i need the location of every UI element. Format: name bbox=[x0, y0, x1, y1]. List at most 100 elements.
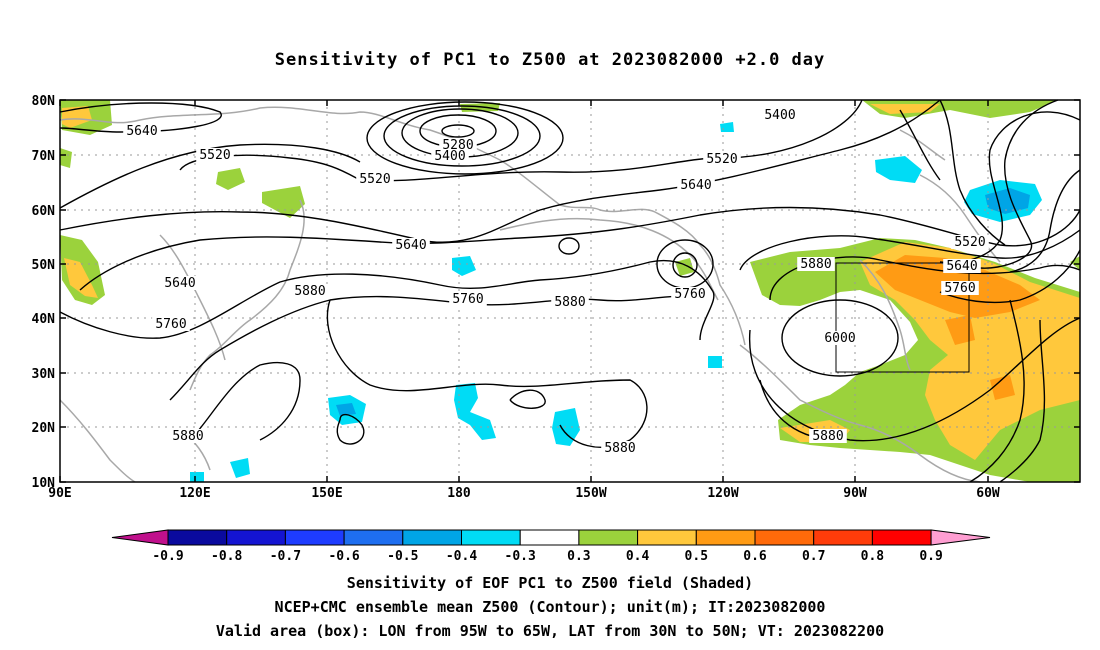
contour-label-bg bbox=[356, 172, 394, 186]
lat-tick-label: 10N bbox=[32, 476, 56, 491]
lon-tick-label: 180 bbox=[447, 486, 471, 501]
colorbar-segment bbox=[461, 529, 521, 546]
map-frame bbox=[59, 99, 1081, 483]
colorbar-label: 0.7 bbox=[802, 549, 825, 564]
contour-label-bg bbox=[169, 429, 207, 443]
contour-label: 5520 bbox=[706, 152, 737, 167]
map-title: Sensitivity of PC1 to Z500 at 2023082000… bbox=[274, 50, 826, 70]
shade-orange bbox=[945, 315, 975, 345]
lon-tick-label: 150W bbox=[575, 486, 606, 501]
colorbar-label: 0.9 bbox=[919, 549, 942, 564]
colorbar-label: 0.6 bbox=[743, 549, 767, 564]
contour-label-bg bbox=[392, 238, 430, 252]
colorbar-label: 0.5 bbox=[685, 549, 708, 564]
colorbar-segment bbox=[226, 529, 286, 546]
contour-label-bg bbox=[671, 287, 709, 301]
contour-label: 5760 bbox=[452, 292, 483, 307]
contour-label-bg bbox=[291, 284, 329, 298]
lat-tick-label: 70N bbox=[32, 149, 56, 164]
contour-label-bg bbox=[196, 148, 234, 162]
shade-green bbox=[1070, 256, 1080, 270]
shade-green bbox=[262, 186, 305, 218]
contour-lines bbox=[59, 99, 1081, 483]
colorbar-segment bbox=[578, 529, 639, 546]
contour-label: 5760 bbox=[944, 281, 975, 296]
contour-label-bg bbox=[551, 295, 589, 309]
colorbar-label: -0.9 bbox=[152, 549, 183, 564]
contour-label-bg bbox=[821, 331, 859, 345]
lat-tick-label: 50N bbox=[32, 258, 56, 273]
contour-label-bg bbox=[703, 152, 741, 166]
contour-label: 5640 bbox=[946, 259, 977, 274]
contour-label-bg bbox=[601, 441, 639, 455]
contour-label: 5880 bbox=[604, 441, 635, 456]
lat-tick-label: 20N bbox=[32, 421, 56, 436]
colorbar-segment bbox=[519, 529, 580, 546]
colorbar: -0.9 -0.8 -0.7 -0.6 -0.5 -0.4 -0.3 0.3 0.4 0.5 0.6… bbox=[111, 529, 991, 564]
colorbar-label: -0.7 bbox=[270, 549, 301, 564]
contour-label: 5520 bbox=[954, 235, 985, 250]
colorbar-high-arrow bbox=[930, 529, 991, 546]
caption-line-3: Valid area (box): LON from 95W to 65W, L… bbox=[215, 622, 885, 640]
lon-tick-label: 90E bbox=[48, 486, 71, 501]
colorbar-segment bbox=[343, 529, 404, 546]
contour-label: 5880 bbox=[800, 257, 831, 272]
shade-yellow bbox=[870, 104, 940, 114]
contour-label: 6000 bbox=[824, 331, 855, 346]
shade-orange bbox=[990, 375, 1015, 400]
colorbar-low-arrow bbox=[111, 529, 169, 546]
contour-label-bg bbox=[809, 429, 847, 443]
colorbar-label: -0.3 bbox=[505, 549, 536, 564]
lat-tick-label: 80N bbox=[32, 94, 56, 109]
colorbar-label: 0.3 bbox=[567, 549, 590, 564]
colorbar-segment bbox=[284, 529, 345, 546]
contour-label-bg bbox=[161, 276, 199, 290]
contour-label: 5640 bbox=[395, 238, 426, 253]
contour-label: 5640 bbox=[164, 276, 195, 291]
colorbar-label: -0.8 bbox=[211, 549, 242, 564]
valid-area-box bbox=[835, 262, 970, 373]
contour-label-layer: 5640552055205280540054005520564056405640… bbox=[123, 108, 989, 456]
shade-green bbox=[216, 168, 245, 190]
contour-label: 5880 bbox=[172, 429, 203, 444]
contour-label: 5520 bbox=[199, 148, 230, 163]
contour-label: 5760 bbox=[155, 317, 186, 332]
lon-tick-label: 150E bbox=[311, 486, 342, 501]
contour-label-bg bbox=[431, 149, 469, 163]
colorbar-label: -0.4 bbox=[446, 549, 477, 564]
coastlines bbox=[59, 106, 1001, 483]
contour-label-bg bbox=[797, 257, 835, 271]
colorbar-segment bbox=[754, 529, 815, 546]
shading-layer bbox=[60, 100, 1080, 482]
contour-label: 5400 bbox=[434, 149, 465, 164]
colorbar-segment bbox=[813, 529, 873, 546]
shade-lightblue bbox=[336, 403, 356, 416]
contour-label-bg bbox=[123, 124, 161, 138]
contour-label: 5520 bbox=[359, 172, 390, 187]
shade-cyan bbox=[190, 472, 204, 482]
contour-label-bg bbox=[439, 138, 477, 152]
shade-cyan bbox=[708, 356, 722, 368]
shade-cyan bbox=[875, 156, 922, 183]
contour-label-bg bbox=[941, 281, 979, 295]
shade-green bbox=[675, 258, 694, 276]
colorbar-segment bbox=[695, 529, 756, 546]
caption-line-2: NCEP+CMC ensemble mean Z500 (Contour); u… bbox=[274, 598, 826, 616]
contour-label-bg bbox=[449, 292, 487, 306]
contour-label-bg bbox=[951, 235, 989, 249]
contour-label: 5400 bbox=[764, 108, 795, 123]
contour-label-bg bbox=[677, 178, 715, 192]
colorbar-label: 0.4 bbox=[626, 549, 650, 564]
contour-label: 5640 bbox=[680, 178, 711, 193]
shade-green bbox=[60, 148, 72, 168]
contour-label: 5640 bbox=[126, 124, 157, 139]
contour-label-bg bbox=[152, 317, 190, 331]
caption-line-1: Sensitivity of EOF PC1 to Z500 field (Sh… bbox=[346, 574, 754, 592]
colorbar-label: 0.8 bbox=[861, 549, 885, 564]
shade-yellow bbox=[64, 258, 98, 298]
colorbar-segment bbox=[167, 529, 228, 546]
lat-tick-label: 60N bbox=[32, 204, 56, 219]
shade-yellow bbox=[62, 106, 92, 128]
